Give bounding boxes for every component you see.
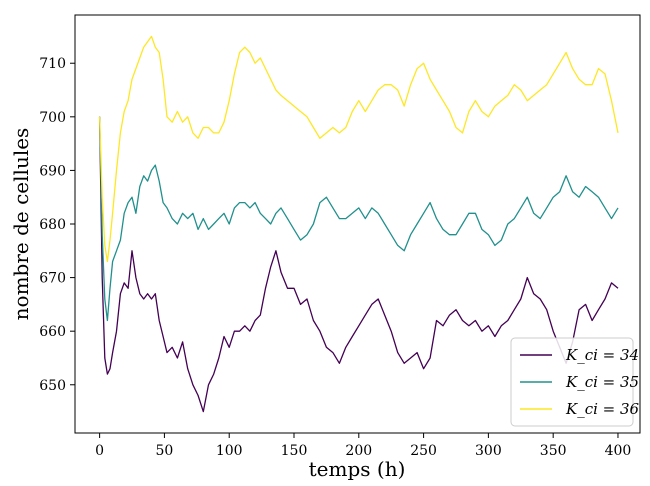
legend-label-3: K_ci = 36 bbox=[565, 400, 640, 418]
x-tick-label: 300 bbox=[475, 443, 502, 459]
series-line-3 bbox=[98, 35, 619, 263]
legend-label-1: K_ci = 34 bbox=[565, 346, 639, 364]
y-tick-label: 690 bbox=[39, 163, 66, 179]
y-axis-ticks: 650 660 670 680 690 700 710 bbox=[39, 56, 75, 394]
y-tick-label: 700 bbox=[39, 110, 66, 126]
x-axis-ticks: 0 50 100 150 200 250 300 350 400 bbox=[95, 433, 631, 459]
legend: K_ci = 34 K_ci = 35 K_ci = 36 bbox=[510, 337, 640, 427]
y-tick-label: 650 bbox=[39, 378, 66, 394]
series-line-2 bbox=[98, 116, 619, 322]
x-axis-label: temps (h) bbox=[309, 457, 406, 481]
x-tick-label: 200 bbox=[345, 443, 372, 459]
y-axis-label: nombre de cellules bbox=[9, 128, 33, 321]
legend-box bbox=[510, 337, 634, 427]
x-tick-label: 50 bbox=[156, 443, 174, 459]
x-tick-label: 350 bbox=[540, 443, 567, 459]
x-tick-label: 250 bbox=[410, 443, 437, 459]
y-tick-label: 680 bbox=[39, 217, 66, 233]
y-tick-label: 660 bbox=[39, 324, 66, 340]
y-tick-label: 710 bbox=[39, 56, 66, 72]
x-tick-label: 400 bbox=[605, 443, 632, 459]
x-tick-label: 100 bbox=[216, 443, 243, 459]
y-tick-label: 670 bbox=[39, 271, 66, 287]
legend-label-2: K_ci = 35 bbox=[565, 373, 639, 391]
x-tick-label: 150 bbox=[281, 443, 308, 459]
x-tick-label: 0 bbox=[95, 443, 104, 459]
series-line-1 bbox=[98, 116, 619, 413]
plot-lines bbox=[98, 35, 619, 413]
